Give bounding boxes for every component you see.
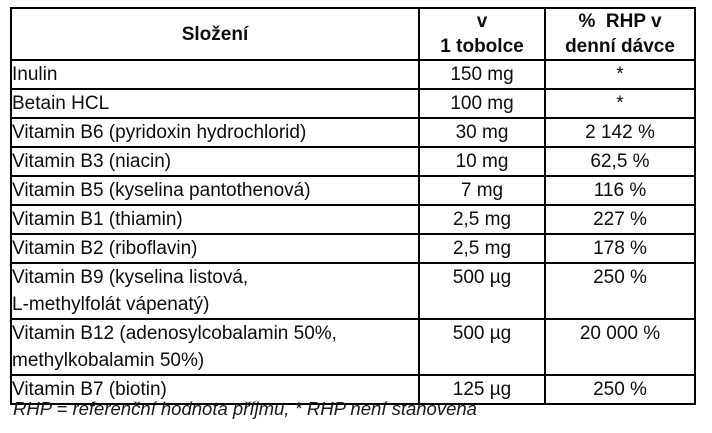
- header-rhp-daily: % RHP v denní dávce: [544, 7, 696, 61]
- rhp-cell: *: [544, 59, 696, 90]
- rhp-footnote: RHP = referenční hodnota příjmu, * RHP n…: [13, 398, 477, 419]
- amount-cell: 500 µg: [418, 318, 546, 376]
- composition-table: Složení v 1 tobolce % RHP v denní dávce …: [10, 7, 696, 405]
- table-row: Vitamin B3 (niacin) 10 mg 62,5 %: [10, 146, 696, 177]
- rhp-cell: 227 %: [544, 204, 696, 235]
- ingredient-name-cell: Vitamin B7 (biotin): [10, 374, 420, 405]
- rhp-cell: 250 %: [544, 262, 696, 320]
- amount-cell: 100 mg: [418, 88, 546, 119]
- table-row: Vitamin B2 (riboflavin) 2,5 mg 178 %: [10, 233, 696, 264]
- amount-cell: 125 µg: [418, 374, 546, 405]
- ingredient-name-cell: Vitamin B1 (thiamin): [10, 204, 420, 235]
- header-composition: Složení: [10, 7, 420, 61]
- rhp-cell: 250 %: [544, 374, 696, 405]
- ingredient-name-cell: Vitamin B6 (pyridoxin hydrochlorid): [10, 117, 420, 148]
- rhp-cell: 178 %: [544, 233, 696, 264]
- ingredient-name-cell: Inulin: [10, 59, 420, 90]
- rhp-cell: 116 %: [544, 175, 696, 206]
- rhp-cell: 20 000 %: [544, 318, 696, 376]
- table-row: Vitamin B12 (adenosylcobalamin 50%, meth…: [10, 318, 696, 376]
- amount-cell: 10 mg: [418, 146, 546, 177]
- table-row: Inulin 150 mg *: [10, 59, 696, 90]
- rhp-cell: *: [544, 88, 696, 119]
- amount-cell: 150 mg: [418, 59, 546, 90]
- amount-cell: 30 mg: [418, 117, 546, 148]
- ingredient-name-cell: Vitamin B9 (kyselina listová, L-methylfo…: [10, 262, 420, 320]
- table-row: Vitamin B1 (thiamin) 2,5 mg 227 %: [10, 204, 696, 235]
- amount-cell: 500 µg: [418, 262, 546, 320]
- ingredient-name-cell: Vitamin B5 (kyselina pantothenová): [10, 175, 420, 206]
- table-row: Vitamin B9 (kyselina listová, L-methylfo…: [10, 262, 696, 320]
- ingredient-name-cell: Vitamin B12 (adenosylcobalamin 50%, meth…: [10, 318, 420, 376]
- table-row: Vitamin B6 (pyridoxin hydrochlorid) 30 m…: [10, 117, 696, 148]
- table-row: Vitamin B7 (biotin) 125 µg 250 %: [10, 374, 696, 405]
- amount-cell: 2,5 mg: [418, 233, 546, 264]
- header-per-capsule: v 1 tobolce: [418, 7, 546, 61]
- amount-cell: 7 mg: [418, 175, 546, 206]
- table-row: Betain HCL 100 mg *: [10, 88, 696, 119]
- amount-cell: 2,5 mg: [418, 204, 546, 235]
- header-row: Složení v 1 tobolce % RHP v denní dávce: [10, 7, 696, 61]
- ingredient-name-cell: Betain HCL: [10, 88, 420, 119]
- table-row: Vitamin B5 (kyselina pantothenová) 7 mg …: [10, 175, 696, 206]
- rhp-cell: 62,5 %: [544, 146, 696, 177]
- ingredient-name-cell: Vitamin B3 (niacin): [10, 146, 420, 177]
- ingredient-name-cell: Vitamin B2 (riboflavin): [10, 233, 420, 264]
- rhp-cell: 2 142 %: [544, 117, 696, 148]
